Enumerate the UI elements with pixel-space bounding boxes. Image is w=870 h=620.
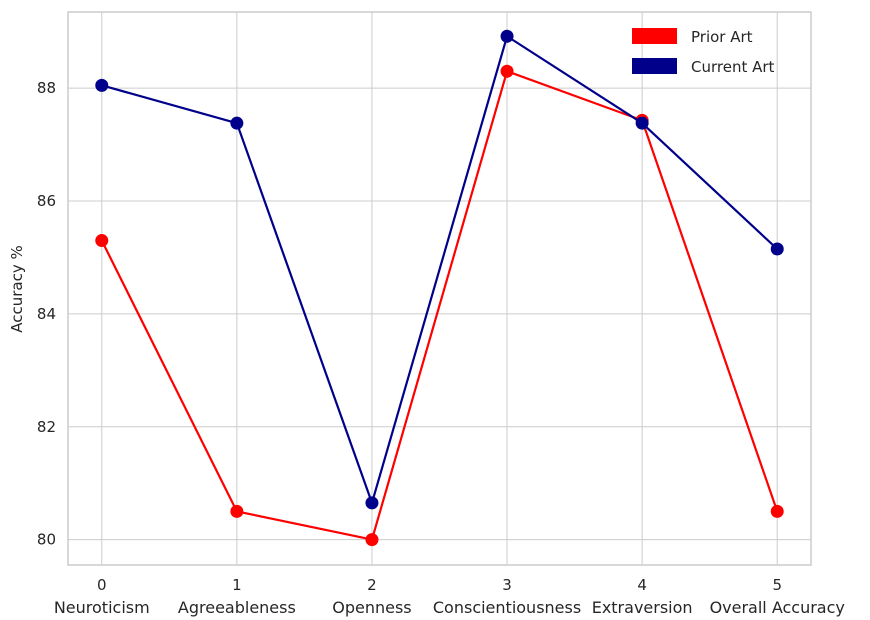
series-group xyxy=(95,29,784,547)
data-point-current-art xyxy=(500,29,514,43)
category-label: Openness xyxy=(332,598,411,617)
x-tick-label: 5 xyxy=(772,576,782,594)
category-label: Agreeableness xyxy=(178,598,296,617)
y-tick-label: 86 xyxy=(37,192,56,210)
y-tick-label: 82 xyxy=(37,418,56,436)
legend-swatch-current-art xyxy=(632,58,677,74)
series-line-prior-art xyxy=(100,70,779,541)
grid xyxy=(68,12,811,565)
series-prior-art xyxy=(95,64,784,547)
x-axis-ticks: 0 1 2 3 4 5 xyxy=(97,576,782,594)
y-tick-label: 80 xyxy=(37,531,56,549)
data-point-prior-art xyxy=(500,64,514,78)
y-axis-label: Accuracy % xyxy=(8,245,26,333)
y-axis-ticks: 80 82 84 86 88 xyxy=(37,79,56,548)
category-label: Conscientiousness xyxy=(433,598,581,617)
x-tick-label: 4 xyxy=(637,576,647,594)
x-tick-label: 2 xyxy=(367,576,377,594)
category-labels: Neuroticism Agreeableness Openness Conscien… xyxy=(54,598,845,617)
data-point-current-art xyxy=(95,78,109,92)
legend: Prior Art Current Art xyxy=(632,28,775,76)
data-point-prior-art xyxy=(95,234,109,248)
y-tick-label: 88 xyxy=(37,79,56,97)
x-tick-label: 0 xyxy=(97,576,107,594)
data-point-current-art xyxy=(365,496,379,510)
legend-label-current-art: Current Art xyxy=(691,58,775,76)
category-label: Overall Accuracy xyxy=(710,598,845,617)
data-point-current-art xyxy=(770,242,784,256)
data-point-current-art xyxy=(635,116,649,130)
legend-label-prior-art: Prior Art xyxy=(691,28,753,46)
legend-swatch-prior-art xyxy=(632,28,677,44)
series-line-current-art xyxy=(101,35,778,505)
x-tick-label: 1 xyxy=(232,576,242,594)
data-point-prior-art xyxy=(230,504,244,518)
plot-area-frame xyxy=(67,11,812,566)
data-point-prior-art xyxy=(365,533,379,547)
data-point-prior-art xyxy=(770,504,784,518)
category-label: Neuroticism xyxy=(54,598,150,617)
y-tick-label: 84 xyxy=(37,305,56,323)
x-tick-label: 3 xyxy=(502,576,512,594)
series-current-art xyxy=(95,29,784,510)
data-point-current-art xyxy=(230,116,244,130)
category-label: Extraversion xyxy=(592,598,693,617)
